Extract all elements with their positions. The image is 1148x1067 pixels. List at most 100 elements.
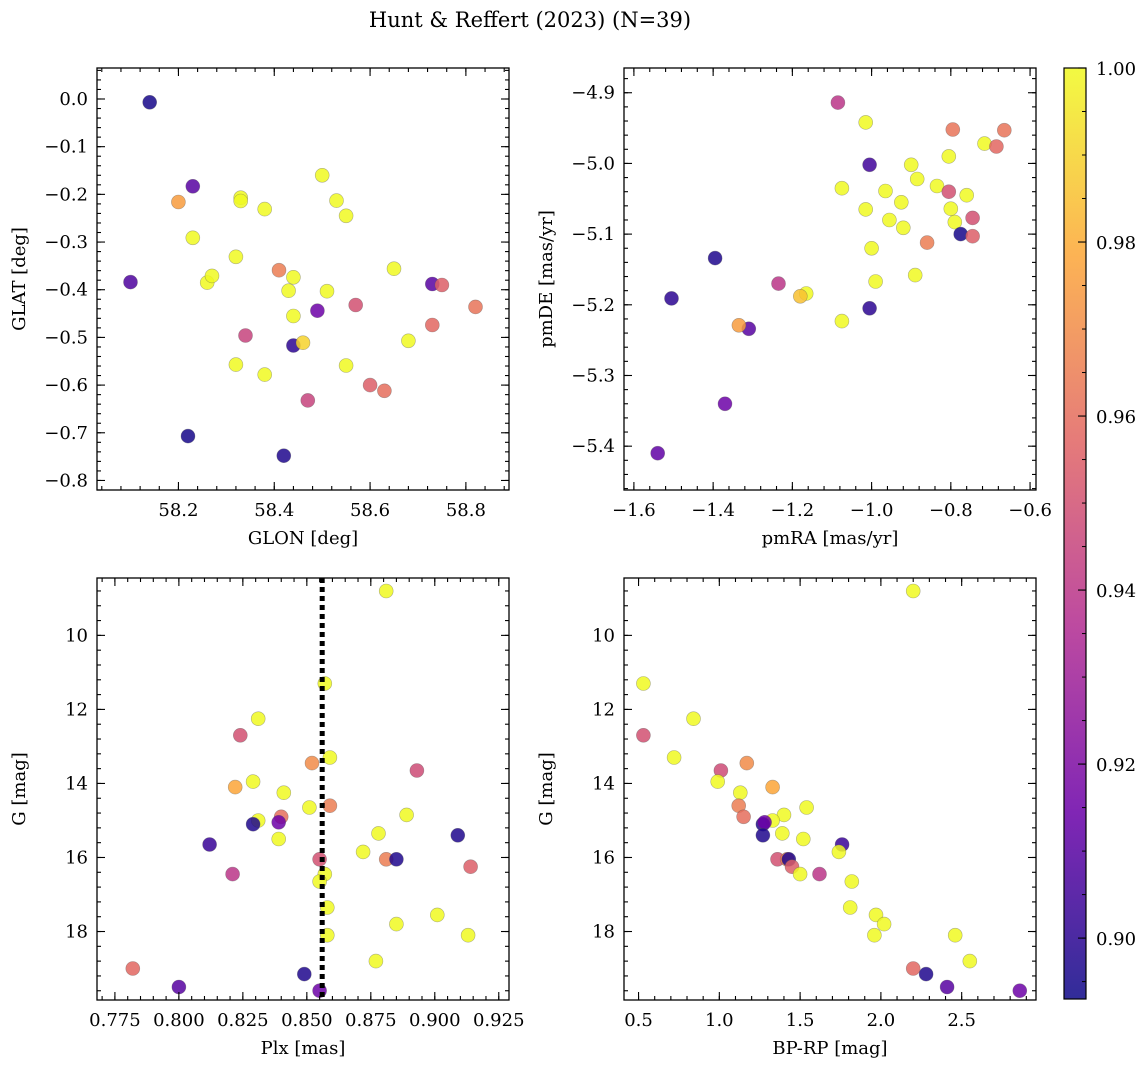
x-tick-label: 2.0 xyxy=(867,1010,896,1031)
scatter-point xyxy=(180,428,196,444)
panel-plx-g: 0.775 0.800 0.825 0.850 0.875 0.900 0.925 10 12 1… xyxy=(9,577,525,1059)
scatter-point xyxy=(271,262,287,278)
panel-glon-glat: 58.2 58.4 58.6 58.8 0.0 −0.1 −0.2 −0.3 −0.4 −0.5 −… xyxy=(9,67,510,549)
scatter-point xyxy=(202,837,217,852)
scatter-point xyxy=(905,583,921,599)
scatter-point xyxy=(319,283,335,299)
scatter-point xyxy=(257,367,273,382)
scatter-point xyxy=(228,357,244,372)
x-axis-label: Plx [mas] xyxy=(261,1038,346,1059)
scatter-point xyxy=(864,241,879,256)
scatter-point xyxy=(468,299,483,315)
scatter-point xyxy=(233,727,248,743)
axes-frame xyxy=(96,577,510,1001)
colorbar-gradient xyxy=(1064,68,1086,999)
scatter-point xyxy=(731,317,747,333)
y-tick-label: −0.6 xyxy=(44,375,88,396)
scatter-point xyxy=(378,583,394,599)
scatter-point xyxy=(312,851,327,867)
y-tick-label: 14 xyxy=(592,773,615,794)
figure-title: Hunt & Reffert (2023) (N=39) xyxy=(369,8,691,32)
scatter-point xyxy=(792,288,808,304)
x-tick-label: −1.4 xyxy=(691,500,735,521)
x-tick-label: 0.925 xyxy=(473,1010,525,1031)
y-tick-label: −5.1 xyxy=(571,224,615,245)
scatter-point xyxy=(795,831,811,847)
y-tick-label: −0.4 xyxy=(44,280,88,301)
scatter-point xyxy=(765,779,780,795)
scatter-point xyxy=(893,195,909,210)
x-tick-label: −1.6 xyxy=(612,500,656,521)
y-tick-label: 14 xyxy=(65,773,88,794)
scatter-point xyxy=(707,250,723,266)
scatter-point xyxy=(300,393,316,408)
scatter-point xyxy=(989,139,1004,154)
x-tick-label: −0.6 xyxy=(1008,500,1052,521)
y-tick-label: −5.4 xyxy=(571,436,615,457)
scatter-point xyxy=(710,774,726,789)
scatter-point xyxy=(962,953,978,969)
scatter-point xyxy=(450,827,466,843)
y-tick-label: 0.0 xyxy=(59,89,88,110)
x-tick-label: 0.800 xyxy=(153,1010,205,1031)
scatter-point xyxy=(867,927,882,943)
scatter-point xyxy=(233,193,248,209)
scatter-point xyxy=(939,979,955,995)
scatter-point xyxy=(919,235,935,250)
scatter-point xyxy=(686,711,701,727)
scatter-point xyxy=(868,907,884,923)
y-axis-label: G [mag] xyxy=(536,752,557,825)
y-tick-label: −0.5 xyxy=(44,327,88,348)
scatter-point xyxy=(903,157,919,173)
x-axis-label: GLON [deg] xyxy=(248,528,358,549)
scatter-point xyxy=(310,303,325,319)
x-tick-label: 58.2 xyxy=(158,500,198,521)
y-axis-label: G [mag] xyxy=(9,752,30,825)
x-tick-label: 0.5 xyxy=(624,1010,653,1031)
colorbar-frame xyxy=(1063,67,1087,1000)
scatter-point xyxy=(271,831,287,847)
y-tick-label: 16 xyxy=(65,847,88,868)
y-axis-label: pmDE [mas/yr] xyxy=(536,210,557,348)
axis-ticks xyxy=(624,578,1036,1000)
scatter-point xyxy=(228,249,244,265)
scatter-point xyxy=(276,448,292,464)
x-tick-label: 1.5 xyxy=(786,1010,815,1031)
scatter-point xyxy=(123,274,138,290)
x-axis-label: BP-RP [mag] xyxy=(772,1038,887,1059)
scatter-point xyxy=(281,283,296,299)
scatter-point xyxy=(757,814,772,830)
x-tick-label: 58.6 xyxy=(350,500,390,521)
scatter-point xyxy=(238,328,253,343)
scatter-point xyxy=(996,122,1012,138)
scatter-point xyxy=(862,157,877,173)
scatter-point xyxy=(401,333,416,349)
scatter-point xyxy=(858,115,874,130)
scatter-point xyxy=(338,358,354,373)
scatter-point xyxy=(389,916,404,932)
scatter-point xyxy=(929,178,945,194)
scatter-point xyxy=(918,966,934,982)
x-tick-label: 0.825 xyxy=(217,1010,269,1031)
x-tick-label: 0.900 xyxy=(409,1010,461,1031)
scatter-point xyxy=(338,208,354,224)
panels: 58.2 58.4 58.6 58.8 0.0 −0.1 −0.2 −0.3 −0.4 −0.5 −… xyxy=(9,67,1052,1059)
y-tick-label: 12 xyxy=(65,699,88,720)
scatter-point xyxy=(755,827,771,843)
scatter-point xyxy=(409,763,425,778)
scatter-point xyxy=(636,676,651,691)
scatter-point xyxy=(792,866,808,882)
scatter-point xyxy=(302,800,317,815)
scatter-point xyxy=(941,184,957,199)
scatter-point xyxy=(959,187,975,203)
scatter-point xyxy=(185,230,201,246)
scatter-point xyxy=(1012,983,1028,999)
scatter-point xyxy=(831,844,847,860)
scatter-point xyxy=(389,851,404,867)
x-tick-label: 2.5 xyxy=(947,1010,976,1031)
scatter-point xyxy=(399,807,414,823)
axes-frame xyxy=(623,577,1037,1001)
scatter-point xyxy=(664,291,679,306)
scatter-points xyxy=(123,95,483,464)
